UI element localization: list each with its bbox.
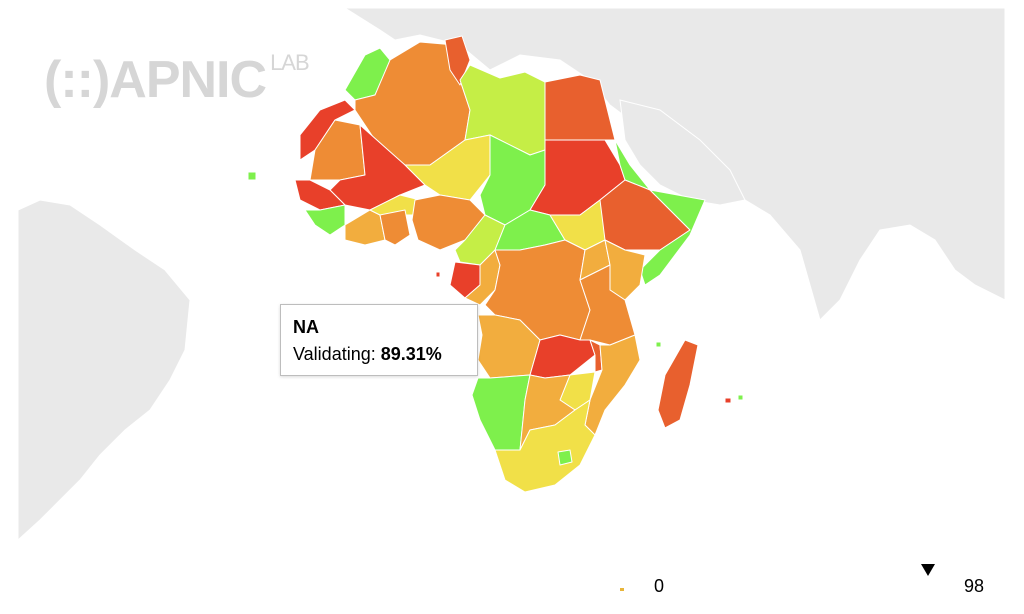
watermark-sub: LAB: [270, 50, 310, 75]
legend-max-label: 98: [964, 576, 985, 596]
region-seychelles[interactable]: [737, 394, 744, 401]
legend-min-label: 0: [654, 576, 665, 596]
south-america-land: [17, 199, 191, 542]
region-madagascar[interactable]: [657, 339, 699, 429]
tooltip-metric: Validating: 89.31%: [293, 344, 465, 365]
region-mauritius[interactable]: [724, 397, 732, 404]
tooltip-metric-label: Validating:: [293, 344, 376, 364]
arabia-land: [619, 99, 746, 206]
apnic-watermark: (::)APNIC LAB: [44, 50, 310, 110]
watermark-logo: (::)APNIC: [44, 51, 267, 109]
legend-color-tick: [620, 588, 624, 591]
region-western-sahara[interactable]: [299, 99, 356, 161]
tooltip-title: NA: [293, 317, 319, 337]
map-tooltip: NA Validating: 89.31%: [280, 304, 478, 376]
region-cape-verde[interactable]: [247, 171, 257, 181]
region-somalia[interactable]: [639, 189, 706, 286]
region-sao-tome[interactable]: [435, 271, 441, 278]
tooltip-metric-value: 89.31%: [380, 344, 442, 364]
region-south-africa[interactable]: [494, 399, 596, 493]
region-ghana[interactable]: [379, 209, 411, 246]
region-comoros[interactable]: [655, 341, 662, 348]
region-lesotho[interactable]: [557, 449, 573, 466]
region-malawi[interactable]: [589, 339, 603, 373]
legend-value-marker-icon: [921, 564, 935, 576]
